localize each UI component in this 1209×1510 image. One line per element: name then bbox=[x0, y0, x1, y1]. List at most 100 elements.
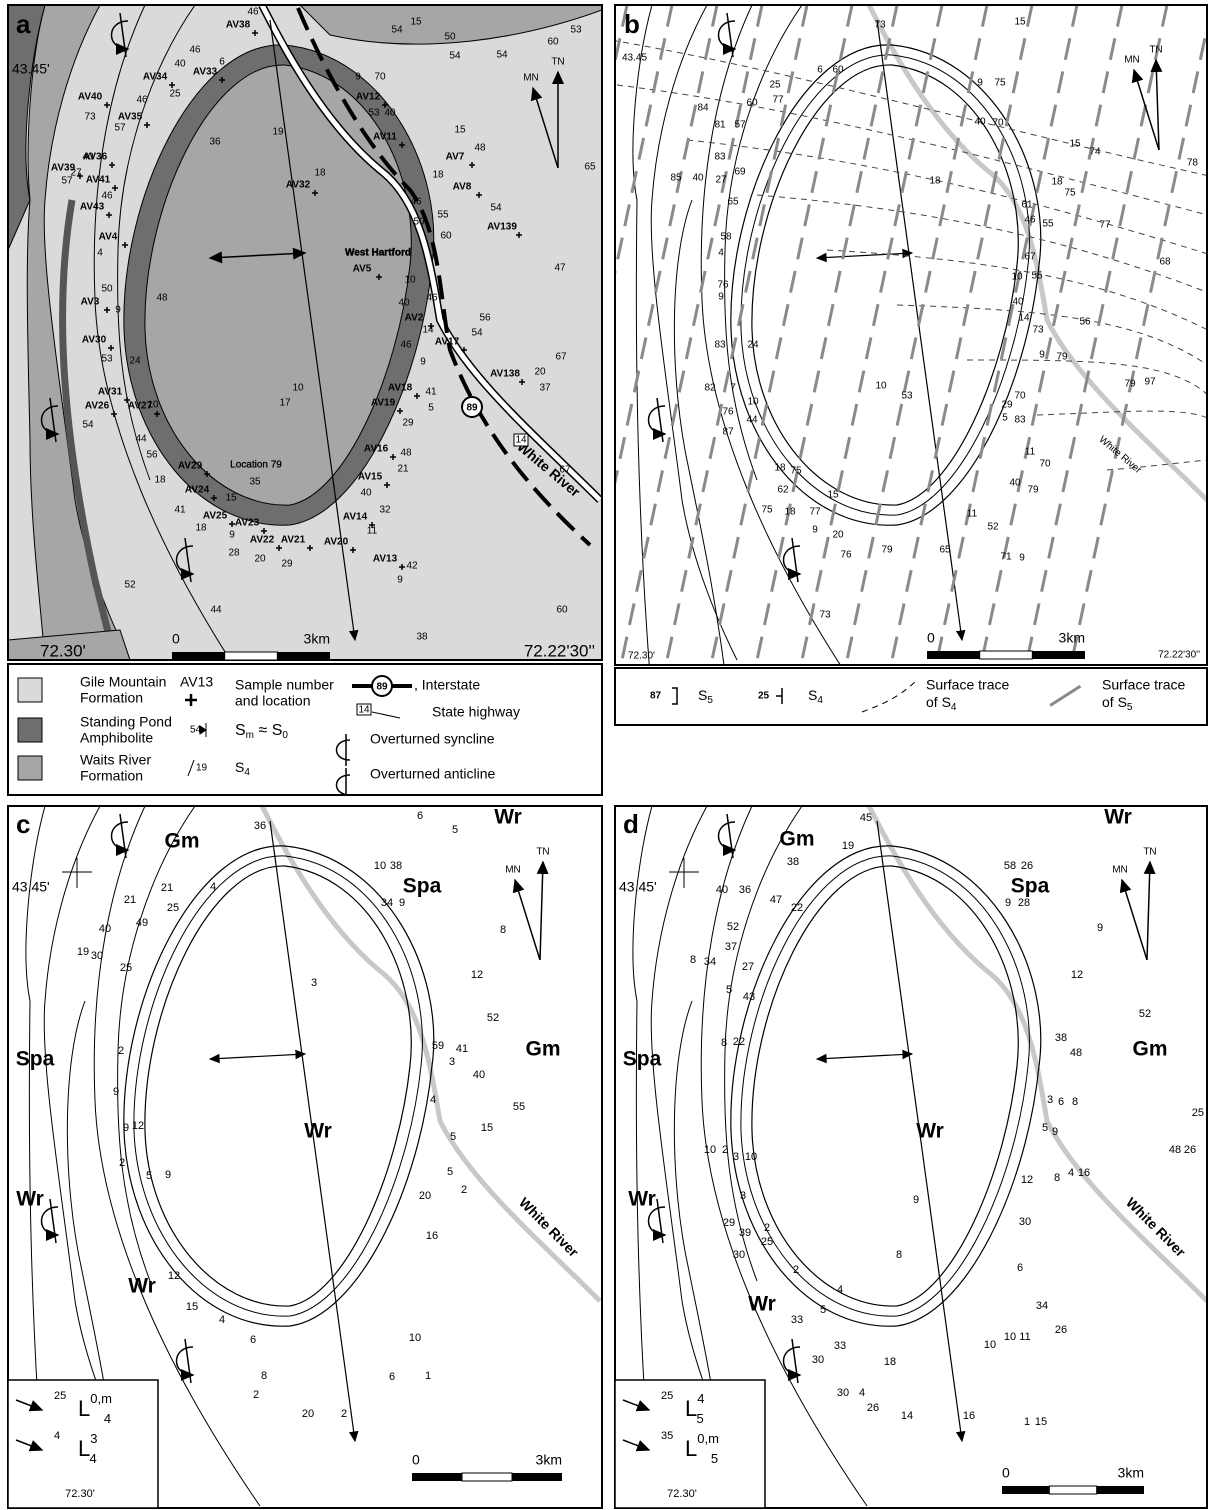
legend-label: 4 bbox=[697, 1391, 704, 1406]
label: 85 bbox=[670, 173, 682, 184]
label: AV3 bbox=[81, 297, 100, 308]
legend-label: S4 bbox=[235, 759, 250, 778]
label: 10 bbox=[147, 400, 159, 411]
label: AV34 bbox=[143, 72, 168, 83]
label: 0 bbox=[1002, 1465, 1010, 1481]
label: 22 bbox=[733, 1036, 745, 1048]
label: AV15 bbox=[358, 472, 383, 483]
fold-axis bbox=[657, 398, 663, 442]
label: 10 bbox=[745, 1151, 757, 1163]
label: 24 bbox=[747, 340, 759, 351]
label: AV20 bbox=[324, 537, 349, 548]
scale-bar bbox=[172, 652, 225, 660]
graticule bbox=[669, 858, 699, 888]
contact bbox=[651, 5, 737, 660]
label: State highway bbox=[432, 704, 520, 720]
label: 28 bbox=[228, 548, 240, 559]
label: TN bbox=[536, 847, 549, 858]
label: 40 bbox=[1012, 297, 1024, 308]
label: 40 bbox=[398, 298, 410, 309]
legend-symbol bbox=[188, 760, 194, 776]
label: 2 bbox=[764, 1222, 770, 1234]
label: 43.45' bbox=[12, 61, 50, 77]
label: 52 bbox=[124, 580, 136, 591]
label: 12 bbox=[168, 1270, 180, 1282]
legend-label: of S5 bbox=[1102, 694, 1133, 713]
label: 2 bbox=[253, 1389, 259, 1401]
legend-label: of S bbox=[926, 694, 951, 710]
label: 79 bbox=[881, 545, 893, 556]
label: b bbox=[624, 9, 640, 39]
label: 15 bbox=[225, 493, 237, 504]
label: 79 bbox=[1056, 352, 1068, 363]
label: 30 bbox=[812, 1354, 824, 1366]
label: 30 bbox=[1019, 1216, 1031, 1228]
label: 75 bbox=[761, 505, 773, 516]
label: AV13 bbox=[180, 674, 213, 690]
scale-bar bbox=[927, 651, 980, 659]
label: 65 bbox=[727, 197, 739, 208]
north-arrow bbox=[1122, 880, 1147, 960]
label: 41 bbox=[456, 1043, 468, 1055]
panel-a-map bbox=[8, 5, 602, 705]
fold-axis bbox=[792, 538, 798, 582]
label: 15 bbox=[1035, 1416, 1047, 1428]
label: 46 bbox=[400, 340, 412, 351]
label: 50 bbox=[413, 217, 425, 228]
label: 54 bbox=[449, 51, 461, 62]
fold-axis bbox=[185, 1339, 191, 1383]
label: AV31 bbox=[98, 387, 123, 398]
label: 9 bbox=[355, 72, 361, 83]
label: 9 bbox=[115, 305, 121, 316]
label: 29 bbox=[281, 559, 293, 570]
label: 60 bbox=[547, 37, 559, 48]
label: 19 bbox=[272, 127, 284, 138]
label: 16 bbox=[1078, 1167, 1090, 1179]
label: 58 bbox=[720, 232, 732, 243]
label: 2 bbox=[118, 1045, 124, 1057]
label: 73 bbox=[1032, 325, 1044, 336]
label: 15 bbox=[827, 490, 839, 501]
label: Formation bbox=[80, 768, 143, 784]
label: 87 bbox=[650, 691, 662, 702]
label: 15 bbox=[410, 17, 422, 28]
label: 4 bbox=[97, 248, 103, 259]
label: 4 bbox=[1068, 1167, 1074, 1179]
label: 10 bbox=[875, 381, 887, 392]
oval-contact bbox=[134, 856, 423, 1316]
label: 25 bbox=[769, 80, 781, 91]
label: AV25 bbox=[203, 511, 228, 522]
label: 37 bbox=[725, 941, 737, 953]
label: 10 bbox=[409, 1332, 421, 1344]
label: 6 bbox=[1017, 1262, 1023, 1274]
label: 65 bbox=[584, 162, 596, 173]
label: 20 bbox=[534, 367, 546, 378]
label: 67 bbox=[1024, 252, 1036, 263]
oval-contact bbox=[731, 846, 1041, 1326]
legend-label: L bbox=[685, 1436, 697, 1461]
label: 53 bbox=[901, 391, 913, 402]
label: 77 bbox=[772, 95, 784, 106]
legend-label: 4 bbox=[951, 702, 957, 713]
label: 58 bbox=[1004, 860, 1016, 872]
label: 12 bbox=[471, 969, 483, 981]
label: Wr bbox=[916, 1120, 944, 1143]
label: 27 bbox=[715, 175, 727, 186]
fold-axis bbox=[792, 1339, 798, 1383]
s4-trace bbox=[967, 360, 1209, 420]
label: MN bbox=[1112, 865, 1128, 876]
label: 73 bbox=[874, 20, 886, 31]
s5-trace bbox=[1027, 5, 1167, 660]
label: 5 bbox=[447, 1166, 453, 1178]
label: 10 bbox=[747, 397, 759, 408]
label: 3km bbox=[1059, 630, 1085, 646]
label: 26 bbox=[1055, 1324, 1067, 1336]
fold-axis bbox=[657, 1199, 663, 1243]
label: MN bbox=[523, 73, 539, 84]
label: 5 bbox=[428, 403, 434, 414]
label: 5 bbox=[1042, 1122, 1048, 1134]
legend-label: S5 bbox=[698, 687, 713, 706]
label: 19 bbox=[196, 763, 208, 774]
label: 48 bbox=[156, 293, 168, 304]
label: 18 bbox=[195, 523, 207, 534]
